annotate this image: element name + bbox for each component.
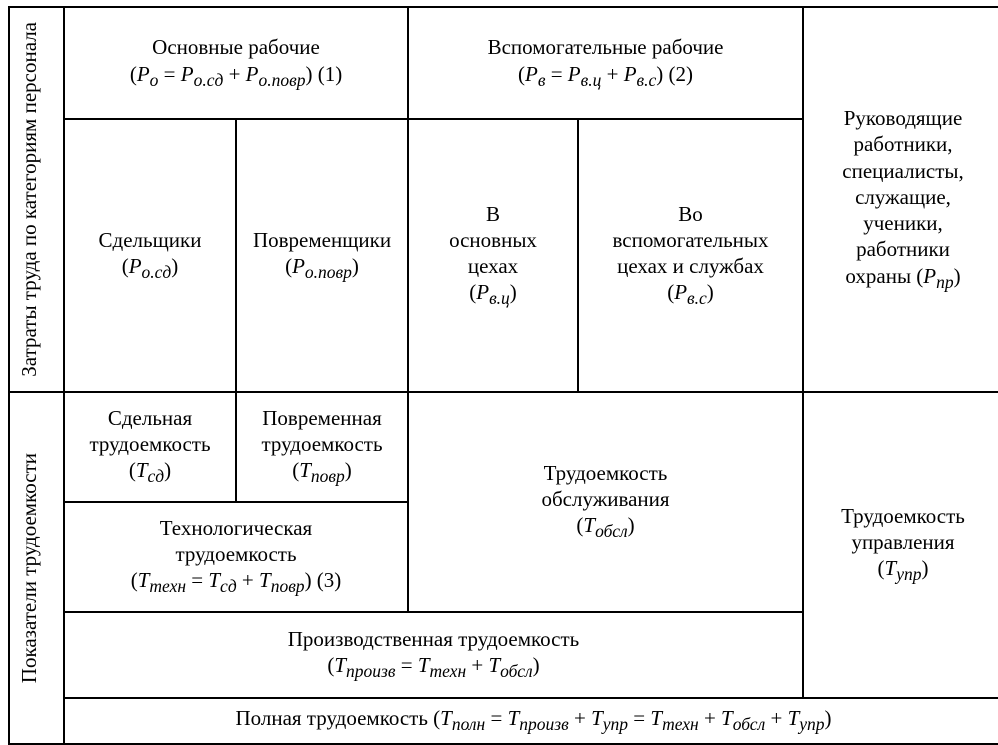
aux-workers-formula: (Pв = Pв.ц + Pв.с) (2) xyxy=(518,62,693,86)
main-workers-title: Основные рабочие xyxy=(152,35,320,59)
cell-managers: Руководящиеработники,специалисты,служащи… xyxy=(803,7,998,392)
cell-main-workers: Основные рабочие (Pо = Pо.сд + Pо.повр) … xyxy=(64,7,408,119)
row-header-labor-intensity-label: Показатели трудоемкости xyxy=(14,445,44,691)
cell-service-labor: Трудоемкостьобслуживания(Tобсл) xyxy=(408,392,803,612)
cell-piece-workers: Сдельщики(Pо.сд) xyxy=(64,119,236,392)
main-table: Затраты труда по категориям персонала Ос… xyxy=(8,6,998,745)
cell-tech-labor: Технологическаятрудоемкость(Tтехн = Tсд … xyxy=(64,502,408,612)
labor-classification-table: Затраты труда по категориям персонала Ос… xyxy=(0,0,998,700)
cell-time-workers: Повременщики(Pо.повр) xyxy=(236,119,408,392)
row-header-labor-costs-label: Затраты труда по категориям персонала xyxy=(14,14,44,385)
cell-piece-labor: Сдельнаятрудоемкость(Tсд) xyxy=(64,392,236,502)
cell-aux-shops: Вовспомогательныхцехах и службах(Pв.с) xyxy=(578,119,803,392)
cell-prod-labor: Производственная трудоемкость(Tпроизв = … xyxy=(64,612,803,698)
cell-full-labor: Полная трудоемкость (Tполн = Tпроизв + T… xyxy=(64,698,998,744)
main-workers-formula: (Pо = Pо.сд + Pо.повр) (1) xyxy=(130,62,342,86)
cell-aux-workers: Вспомогательные рабочие (Pв = Pв.ц + Pв.… xyxy=(408,7,803,119)
cell-time-labor: Повременнаятрудоемкость(Tповр) xyxy=(236,392,408,502)
cell-mgmt-labor: Трудоемкостьуправления(Tупр) xyxy=(803,392,998,698)
row-header-labor-intensity: Показатели трудоемкости xyxy=(9,392,64,744)
row-header-labor-costs: Затраты труда по категориям персонала xyxy=(9,7,64,392)
aux-workers-title: Вспомогательные рабочие xyxy=(488,35,724,59)
cell-main-shops: Восновныхцехах(Pв.ц) xyxy=(408,119,578,392)
